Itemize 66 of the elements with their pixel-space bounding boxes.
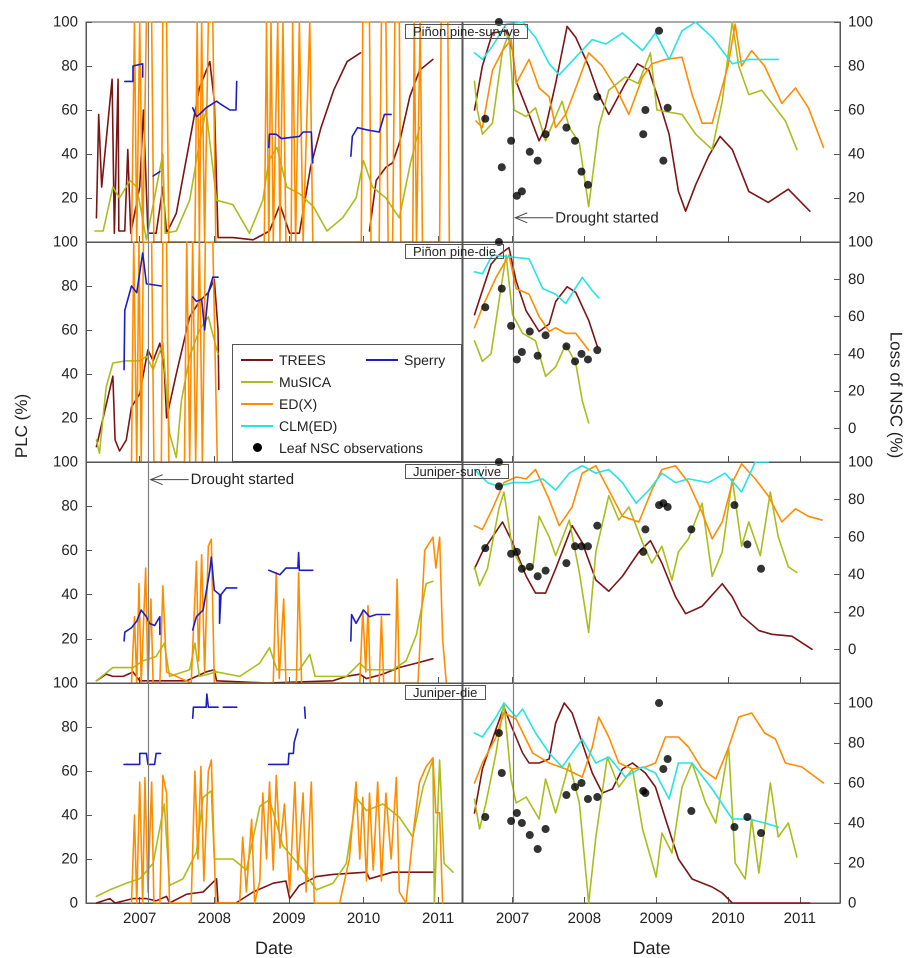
y-tick-label: 60 — [61, 542, 78, 559]
legend-label: ED(X) — [279, 396, 318, 412]
x-tick-label: 2010 — [346, 910, 380, 927]
x-axis-title: Date — [632, 938, 671, 958]
y-tick-label: 80 — [848, 270, 865, 288]
y-tick-label: 20 — [848, 382, 865, 400]
annotation: Drought started — [555, 209, 659, 226]
y-tick-label: 20 — [61, 410, 78, 426]
x-tick-label: 2010 — [711, 910, 745, 927]
y-tick-label: 100 — [52, 454, 78, 470]
legend-label: MuSICA — [279, 374, 332, 390]
y-tick-label: 100 — [52, 14, 78, 30]
x-axis-title: Date — [254, 938, 294, 958]
x-tick-label: 2009 — [639, 910, 673, 927]
y-tick-label: 60 — [848, 308, 865, 326]
y-tick-label: 40 — [61, 586, 78, 604]
y-tick-label: 60 — [61, 762, 78, 780]
y-axis-title: PLC (%) — [12, 394, 32, 458]
y-tick-label: 40 — [848, 814, 865, 832]
y-tick-label: 60 — [61, 322, 78, 338]
x-tick-label: 2008 — [568, 910, 602, 927]
y-tick-label: 80 — [61, 278, 78, 294]
y-tick-label: 40 — [848, 146, 865, 162]
y-tick-label: 100 — [848, 234, 874, 250]
y-tick-label: 0 — [70, 894, 78, 912]
y-tick-label: 0 — [848, 420, 856, 437]
y-tick-label: 40 — [61, 146, 78, 162]
y-tick-label: 20 — [61, 190, 78, 206]
y-tick-label: 80 — [61, 718, 78, 736]
y-tick-label: 80 — [61, 58, 78, 74]
y-tick-label: 100 — [52, 234, 78, 250]
legend-label: Leaf NSC observations — [279, 440, 423, 456]
y-tick-label: 0 — [848, 894, 856, 912]
y-tick-label: 40 — [848, 566, 865, 583]
y-axis-title: Loss of NSC (%) — [884, 331, 905, 458]
legend-label: Sperry — [404, 352, 446, 368]
y-tick-label: 20 — [848, 190, 865, 206]
y-tick-label: 20 — [61, 850, 78, 868]
y-tick-label: 60 — [848, 528, 865, 546]
x-tick-label: 2009 — [272, 910, 306, 927]
legend-label: TREES — [279, 352, 326, 368]
y-tick-label: 80 — [61, 498, 78, 515]
y-tick-label: 100 — [52, 674, 78, 692]
y-tick-label: 80 — [848, 58, 865, 74]
x-tick-label: 2007 — [496, 910, 530, 927]
y-tick-label: 0 — [848, 640, 856, 658]
y-tick-label: 20 — [848, 603, 865, 620]
y-tick-label: 60 — [848, 102, 865, 118]
y-tick-label: 60 — [61, 102, 78, 118]
x-tick-label: 2008 — [198, 910, 232, 927]
y-tick-label: 40 — [61, 806, 78, 824]
y-tick-label: 40 — [848, 345, 865, 362]
legend-label: CLM(ED) — [279, 418, 338, 434]
y-tick-label: 80 — [848, 490, 865, 508]
y-tick-label: 100 — [848, 14, 874, 30]
y-tick-label: 20 — [848, 854, 865, 872]
y-tick-label: 80 — [848, 734, 865, 752]
y-tick-label: 40 — [61, 366, 78, 382]
y-tick-label: 20 — [61, 630, 78, 648]
y-tick-label: 60 — [848, 774, 865, 792]
y-tick-label: 100 — [848, 694, 874, 712]
x-tick-label: 2011 — [422, 910, 454, 927]
x-tick-label: 2011 — [784, 910, 816, 927]
x-tick-label: 2007 — [123, 910, 156, 927]
annotation: Drought started — [190, 471, 294, 488]
y-tick-label: 100 — [848, 454, 874, 470]
